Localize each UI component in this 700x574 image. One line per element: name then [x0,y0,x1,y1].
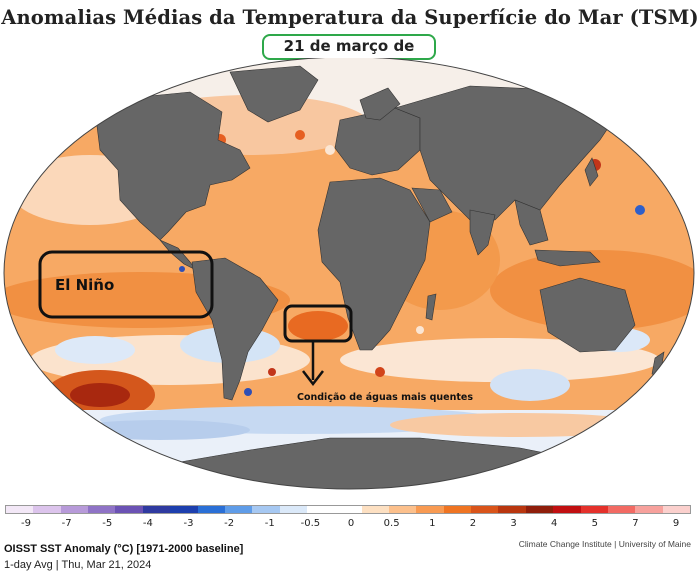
warm-waters-arrowhead [302,370,324,387]
scale-tick-label: -9 [21,518,31,529]
scandinavia [359,87,401,121]
scale-tick-label: 0 [347,518,355,529]
scale-tick-label: 5 [591,518,598,529]
color-swatch [416,506,444,513]
color-swatch [525,506,554,513]
globe-outline [3,58,695,490]
color-swatch [197,506,225,513]
credit-text: Climate Change Institute | University of… [518,539,691,549]
color-swatch [142,506,171,513]
color-swatch [170,506,198,513]
scale-tick-label: -0.5 [300,518,321,529]
scale-tick-label: 4 [550,518,558,529]
color-swatch [607,506,636,513]
color-swatch [443,506,472,513]
product-description: OISST SST Anomaly (°C) [1971-2000 baseli… [4,543,244,555]
color-swatch [88,506,116,513]
scale-tick-label: -2 [224,518,235,529]
scale-tick-label: -4 [142,518,153,529]
japan [584,157,599,187]
warm-waters-label: Condição de águas mais quentes [297,392,473,403]
color-swatch [361,506,390,513]
southeast-asia [514,199,549,246]
color-swatch [6,506,34,513]
el-nino-label: El Niño [55,276,114,294]
sst-anomaly-map: El Niño Condição de águas mais quentes [3,58,695,490]
scale-tick-label: 7 [632,518,639,529]
scale-tick-label: 9 [672,518,680,529]
color-swatch [662,506,690,513]
arabia [411,187,453,223]
madagascar [425,293,437,321]
color-swatch [334,506,362,513]
greenland [229,65,319,123]
north-america [95,91,251,241]
color-swatch [33,506,61,513]
scale-tick-label: 2 [469,518,477,529]
el-nino-box [38,250,214,319]
color-swatch [580,506,608,513]
color-swatch [471,506,499,513]
map-title: Anomalias Médias da Temperatura da Super… [1,6,699,29]
color-swatch [252,506,280,513]
color-swatch [635,506,663,513]
scale-tick-label: 3 [510,518,517,529]
india [469,209,496,256]
color-scale-ticks: -9 -7 -5 -4 -3 -2 -1 -0.5 0 0.5 1 2 3 4 5 7 9 [0,518,700,532]
scale-tick-label: -7 [61,518,72,529]
period-description: 1-day Avg | Thu, Mar 21, 2024 [4,559,152,571]
scale-tick-label: 1 [429,518,436,529]
color-scale-bar [5,505,691,514]
indonesia [534,249,601,267]
color-swatch [553,506,581,513]
color-swatch [115,506,143,513]
scale-tick-label: 0.5 [383,518,400,529]
warm-waters-box [283,304,353,343]
color-swatch [389,506,417,513]
scale-tick-label: -3 [183,518,194,529]
land-masses [95,65,665,489]
color-swatch [279,506,307,513]
scale-tick-label: -1 [264,518,275,529]
scale-tick-label: -5 [102,518,113,529]
australia [539,277,636,353]
color-swatch [306,506,335,513]
color-swatch [60,506,89,513]
color-swatch [498,506,526,513]
color-swatch [224,506,253,513]
date-badge: 21 de março de 2024 [262,34,436,76]
